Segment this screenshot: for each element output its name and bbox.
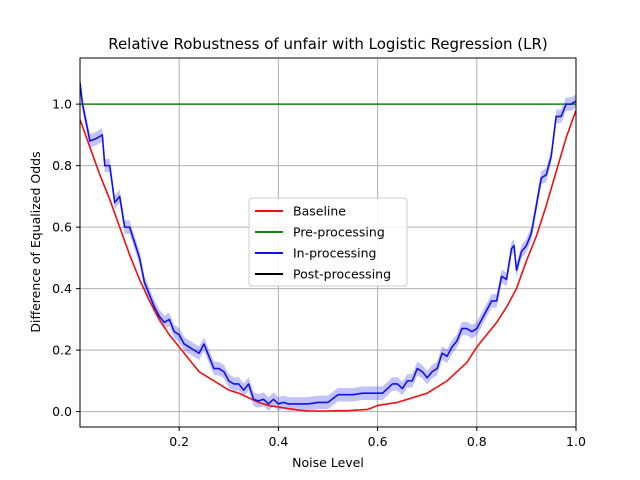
legend-label: In-processing (293, 246, 376, 261)
y-tick-label: 0.6 (52, 220, 72, 235)
x-tick-label: 0.2 (169, 434, 189, 449)
x-tick-label: 0.8 (467, 434, 487, 449)
y-tick-label: 0.2 (52, 343, 72, 358)
legend-label: Post-processing (293, 267, 391, 282)
x-tick-label: 1.0 (566, 434, 586, 449)
y-tick-label: 0.4 (52, 281, 72, 296)
in-processing-line (80, 82, 576, 405)
y-tick-label: 0.8 (52, 158, 72, 173)
ticks: 0.2 0.4 0.6 0.8 1.0 0.0 0.2 0.4 0.6 0.8 1.0 (52, 97, 586, 449)
x-tick-label: 0.6 (368, 434, 388, 449)
legend-box (248, 197, 408, 287)
y-tick-label: 1.0 (52, 97, 72, 112)
y-tick-label: 0.0 (52, 404, 72, 419)
x-axis-label: Noise Level (292, 455, 364, 470)
legend-label: Pre-processing (293, 225, 385, 240)
legend-label: Baseline (293, 204, 346, 219)
chart-title: Relative Robustness of unfair with Logis… (108, 35, 548, 53)
legend: Baseline Pre-processing In-processing Post-… (248, 197, 408, 287)
y-axis-label: Difference of Equalized Odds (28, 151, 43, 332)
x-tick-label: 0.4 (268, 434, 288, 449)
series-layer (80, 75, 576, 412)
baseline-line (80, 110, 576, 412)
plot-frame (79, 57, 577, 428)
